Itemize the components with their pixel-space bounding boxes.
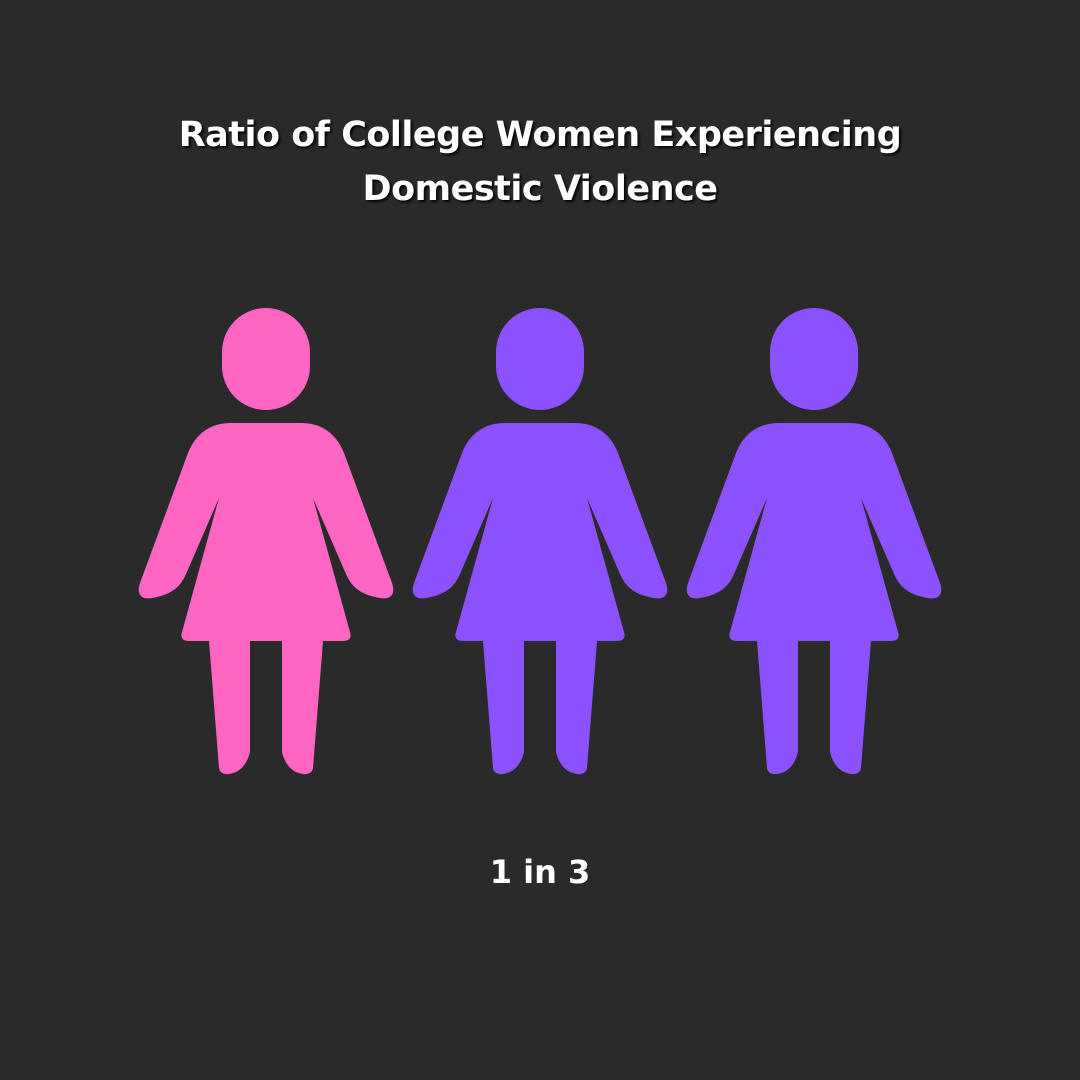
woman-icon <box>686 308 942 775</box>
figure-head <box>770 308 858 410</box>
figure-body <box>686 423 942 775</box>
chart-title: Ratio of College Women Experiencing Dome… <box>178 115 902 209</box>
figure-head <box>496 308 584 410</box>
ratio-label: 1 in 3 <box>489 853 591 891</box>
figure-body <box>412 423 668 775</box>
woman-icon-highlighted <box>138 308 394 775</box>
figure-head <box>222 308 310 410</box>
figure-body <box>138 423 394 775</box>
woman-icon <box>412 308 668 775</box>
